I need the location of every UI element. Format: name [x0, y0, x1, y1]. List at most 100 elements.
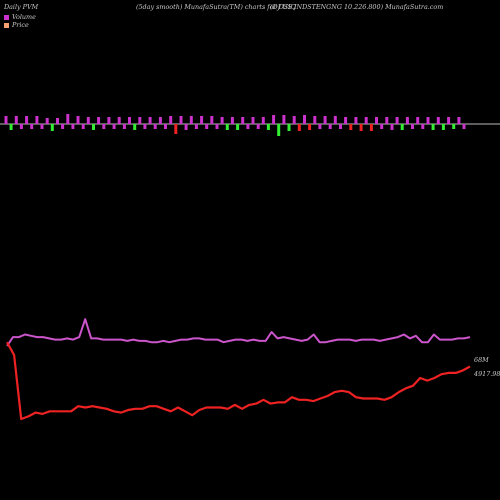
- volume-bar: [40, 124, 44, 129]
- volume-bar: [246, 124, 250, 129]
- volume-bar: [339, 124, 342, 129]
- volume-bar: [174, 124, 178, 134]
- legend-label-volume: Volume: [12, 13, 36, 21]
- volume-bar: [25, 116, 29, 124]
- volume-bar: [215, 124, 219, 129]
- chart-header-center: (5day smooth) MunafaSutra(TM) charts for…: [136, 3, 296, 11]
- legend-label-price: Price: [12, 21, 29, 29]
- volume-bar: [236, 124, 240, 130]
- volume-bar: [256, 124, 260, 129]
- volume-bar: [266, 124, 270, 130]
- volume-bar: [56, 118, 59, 124]
- volume-bar: [35, 116, 39, 124]
- volume-bar: [380, 124, 384, 129]
- volume-bar: [421, 124, 425, 129]
- volume-bar: [462, 124, 466, 129]
- volume-bar: [436, 117, 440, 124]
- lines-layer: [6, 318, 471, 421]
- volume-bar: [4, 116, 8, 124]
- volume-bar: [333, 116, 337, 124]
- volume-bar: [81, 124, 85, 129]
- volume-bar: [194, 124, 198, 129]
- volume-bar: [14, 116, 18, 124]
- volume-bar: [102, 124, 106, 129]
- volume-bar: [452, 124, 456, 129]
- legend-swatch-volume: [4, 14, 9, 20]
- chart-header-right: (DJ US INDSTENGNG 10.226.800) MunafaSutr…: [270, 3, 444, 11]
- volume-bar: [364, 117, 368, 124]
- volume-bars: [0, 114, 500, 136]
- volume-line-label: 68M: [474, 356, 489, 364]
- volume-bar: [359, 124, 363, 131]
- volume-bar: [92, 124, 95, 130]
- volume-bar: [349, 124, 353, 130]
- volume-bar: [287, 124, 291, 131]
- volume-bar: [318, 124, 322, 129]
- volume-bar: [205, 124, 209, 129]
- volume-bar: [405, 117, 409, 124]
- volume-bar: [112, 124, 116, 129]
- volume-bar: [220, 117, 224, 124]
- volume-bar: [169, 116, 173, 124]
- volume-bar: [328, 124, 332, 129]
- price-line-label: 4917.98: [473, 370, 500, 378]
- volume-bar: [184, 124, 188, 130]
- volume-bar: [97, 117, 101, 124]
- volume-bar: [313, 116, 317, 124]
- volume-bar: [30, 124, 34, 129]
- volume-bar: [133, 124, 137, 130]
- volume-bar: [86, 117, 90, 124]
- volume-bar: [303, 115, 306, 124]
- volume-bar: [71, 124, 75, 129]
- volume-bar: [323, 116, 327, 124]
- volume-bar: [292, 116, 296, 124]
- volume-bar: [179, 116, 183, 124]
- volume-bar: [385, 117, 389, 124]
- volume-bar: [158, 117, 162, 124]
- volume-bar: [354, 117, 358, 124]
- volume-bar: [153, 124, 157, 129]
- volume-bar: [122, 124, 126, 129]
- volume-bar: [9, 124, 13, 130]
- volume-bar: [19, 124, 23, 129]
- chart-header-left: Daily PVM: [4, 3, 39, 11]
- volume-bar: [143, 124, 147, 129]
- volume-bar: [426, 117, 430, 124]
- volume-bar: [251, 117, 255, 124]
- volume-bar: [297, 124, 301, 131]
- volume-bar: [225, 124, 229, 130]
- volume-bar: [189, 116, 193, 124]
- legend-item-volume: Volume: [4, 13, 36, 21]
- volume-bar: [272, 115, 276, 124]
- volume-bar: [390, 124, 394, 130]
- volume-bar: [210, 116, 214, 124]
- volume-bar: [107, 117, 111, 124]
- volume-bar: [76, 116, 80, 124]
- volume-bar: [457, 117, 461, 124]
- volume-bar: [431, 124, 435, 130]
- volume-bar: [308, 124, 312, 130]
- volume-bar: [395, 117, 399, 124]
- volume-bar: [261, 117, 265, 124]
- legend-item-price: Price: [4, 21, 36, 29]
- volume-bar: [441, 124, 445, 130]
- volume-bar: [117, 117, 121, 124]
- volume-bar: [45, 118, 49, 124]
- volume-bar: [128, 117, 131, 124]
- price-line: [6, 341, 471, 421]
- volume-bar: [411, 124, 414, 129]
- volume-bar: [50, 124, 54, 131]
- volume-bar: [148, 117, 152, 124]
- volume-bar: [164, 124, 167, 129]
- volume-bar: [344, 117, 348, 124]
- volume-bar: [375, 117, 378, 124]
- volume-bar: [61, 124, 65, 129]
- volume-bar: [447, 117, 451, 124]
- volume-bar: [282, 115, 286, 124]
- volume-bar: [416, 117, 420, 124]
- volume-bar: [277, 124, 281, 136]
- volume-bar: [241, 117, 245, 124]
- volume-bar: [138, 117, 142, 124]
